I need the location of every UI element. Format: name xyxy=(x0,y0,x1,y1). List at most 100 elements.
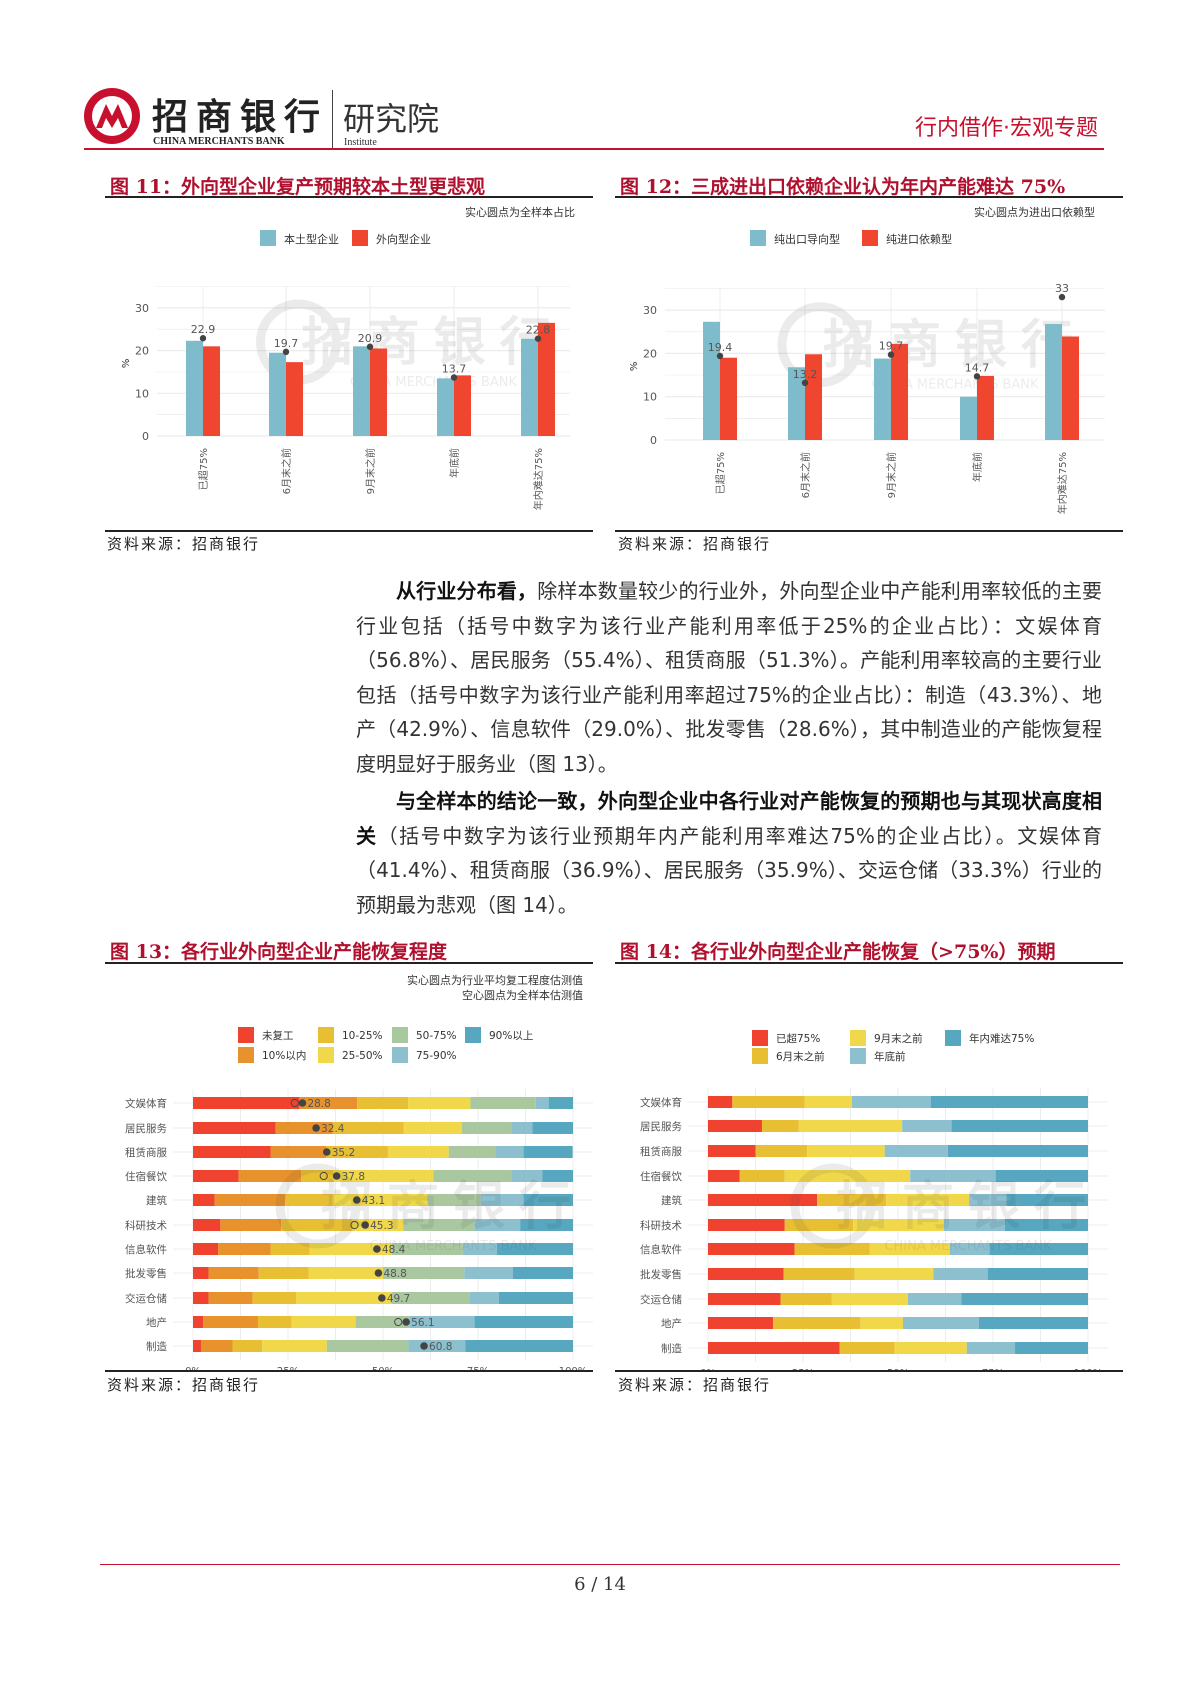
x-tick-label: 0% xyxy=(185,1366,201,1370)
row-label: 住宿餐饮 xyxy=(640,1170,682,1183)
fig12-title-rule xyxy=(615,196,1123,198)
bar-series1 xyxy=(437,378,454,436)
data-label: 19.7 xyxy=(879,340,904,353)
legend-swatch xyxy=(465,1027,481,1043)
stacked-segment xyxy=(930,1096,1088,1108)
legend-label: 90%以上 xyxy=(489,1030,533,1042)
x-tick-label: 25% xyxy=(277,1366,299,1370)
stacked-segment xyxy=(708,1342,840,1354)
stacked-segment xyxy=(907,1293,962,1305)
stacked-segment xyxy=(285,1194,333,1206)
row-label: 信息软件 xyxy=(125,1243,167,1256)
stacked-segment xyxy=(193,1340,201,1352)
paragraph-lead: 从行业分布看， xyxy=(396,579,538,603)
bar-series2 xyxy=(977,375,994,440)
stacked-segment xyxy=(218,1243,271,1255)
y-tick-label: 30 xyxy=(643,304,657,317)
stacked-segment xyxy=(947,1145,1088,1157)
stacked-segment xyxy=(708,1096,733,1108)
data-point xyxy=(1058,293,1066,301)
stacked-segment xyxy=(326,1146,388,1158)
legend-label: 25-50% xyxy=(342,1050,383,1062)
row-label: 制造 xyxy=(146,1340,167,1353)
y-axis-label: % xyxy=(629,362,640,372)
stacked-segment xyxy=(408,1097,471,1109)
stacked-segment xyxy=(391,1243,463,1255)
stacked-segment xyxy=(772,1317,861,1329)
row-label: 居民服务 xyxy=(640,1120,682,1133)
watermark-text: 招商银行 xyxy=(836,1177,1100,1237)
stacked-segment xyxy=(884,1145,948,1157)
stacked-segment xyxy=(193,1292,209,1304)
legend-label: 10-25% xyxy=(342,1030,383,1042)
stacked-segment xyxy=(511,1122,533,1134)
data-point xyxy=(887,351,895,358)
watermark: 招商银行 CHINA MERCHANTS BANK xyxy=(256,299,552,390)
data-label: 60.8 xyxy=(429,1341,452,1353)
stacked-segment xyxy=(817,1194,887,1206)
y-tick-label: 10 xyxy=(135,387,149,400)
stacked-segment xyxy=(860,1317,903,1329)
legend-swatch xyxy=(392,1027,408,1043)
legend-label: 纯出口导向型 xyxy=(774,232,840,246)
legend-label: 未复工 xyxy=(262,1029,294,1042)
stacked-segment xyxy=(270,1146,326,1158)
legend-swatch xyxy=(392,1047,408,1063)
data-label: 48.4 xyxy=(382,1244,406,1256)
header-rule xyxy=(84,148,1104,150)
row-label: 文娱体育 xyxy=(640,1096,682,1109)
stacked-segment xyxy=(902,1120,952,1132)
bar-series2 xyxy=(370,348,387,436)
y-tick-label: 10 xyxy=(643,391,657,404)
data-point xyxy=(973,373,981,380)
chart-note: 空心圆点为全样本估测值 xyxy=(462,988,583,1002)
data-label: 13.2 xyxy=(793,368,818,381)
legend-label: 已超75% xyxy=(776,1032,820,1045)
fig11-bottom-rule xyxy=(105,530,593,532)
bar-series1 xyxy=(788,367,805,440)
stacked-segment xyxy=(708,1317,773,1329)
data-label: 48.8 xyxy=(383,1268,406,1280)
stacked-segment xyxy=(462,1243,497,1255)
stacked-segment xyxy=(427,1194,481,1206)
y-axis-label: % xyxy=(121,359,132,369)
legend-swatch xyxy=(752,1048,768,1064)
data-label: 22.9 xyxy=(191,323,216,336)
stacked-segment xyxy=(831,1293,908,1305)
stacked-segment xyxy=(252,1292,297,1304)
data-label: 45.3 xyxy=(370,1220,393,1232)
footer-rule xyxy=(100,1564,1120,1565)
stacked-segment xyxy=(383,1267,465,1279)
stacked-segment xyxy=(542,1170,573,1182)
legend-swatch xyxy=(850,1030,866,1046)
fig12-source: 资料来源：招商银行 xyxy=(618,535,772,553)
stacked-segment xyxy=(391,1292,470,1304)
stacked-segment xyxy=(708,1145,756,1157)
hollow-point xyxy=(290,1098,299,1108)
stacked-segment xyxy=(978,1317,1088,1329)
stacked-segment xyxy=(193,1170,239,1182)
fig13-bottom-rule xyxy=(105,1370,593,1372)
data-label: 33 xyxy=(1055,282,1069,295)
data-label: 37.8 xyxy=(342,1171,365,1183)
x-tick-label: 50% xyxy=(887,1368,909,1370)
bar-series1 xyxy=(1045,323,1062,440)
filled-point xyxy=(420,1342,428,1350)
fig13-source: 资料来源：招商银行 xyxy=(107,1376,261,1394)
data-label: 13.7 xyxy=(442,363,467,376)
x-tick-label: 9月末之前 xyxy=(885,452,898,498)
stacked-segment xyxy=(784,1219,854,1231)
stacked-segment xyxy=(193,1146,271,1158)
stacked-segment xyxy=(193,1316,204,1328)
y-tick-label: 30 xyxy=(135,302,149,315)
stacked-segment xyxy=(943,1219,1005,1231)
fig14-title: 图 14：各行业外向型企业产能恢复（>75%）预期 xyxy=(620,941,1056,963)
stacked-segment xyxy=(326,1340,409,1352)
watermark-logo-icon xyxy=(790,1163,876,1249)
stacked-segment xyxy=(238,1170,302,1182)
stacked-segment xyxy=(894,1342,967,1354)
x-tick-label: 75% xyxy=(982,1368,1004,1370)
stacked-segment xyxy=(853,1219,944,1231)
